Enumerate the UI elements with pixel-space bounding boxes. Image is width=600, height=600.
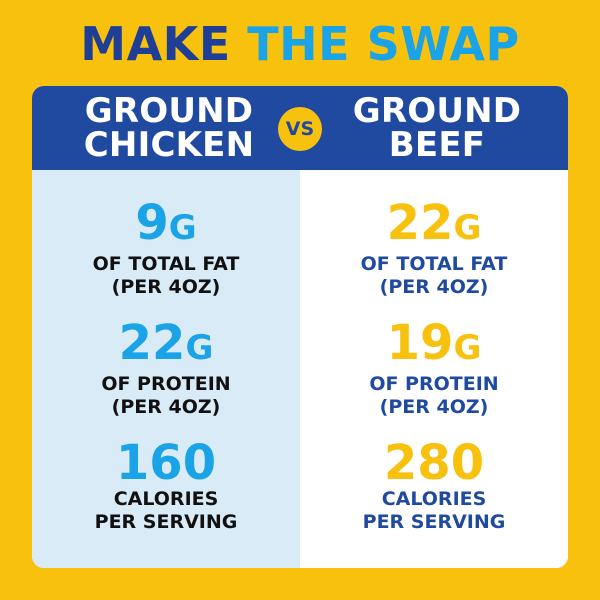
title-part-2: THE SWAP: [247, 17, 520, 71]
beef-fat-value: 22G: [386, 195, 482, 251]
vs-badge: VS: [278, 107, 322, 151]
chicken-protein-value: 22G: [118, 315, 214, 371]
chicken-protein-stat: 22G OF PROTEIN (PER 4OZ): [32, 318, 300, 419]
title-part-1: MAKE: [80, 17, 231, 71]
comparison-card: GROUND CHICKEN VS GROUND BEEF 9G OF TOTA…: [32, 86, 568, 568]
chicken-protein-label: OF PROTEIN: [101, 373, 231, 395]
beef-calories-stat: 280 CALORIES PER SERVING: [300, 438, 568, 534]
chicken-calories-label: CALORIES: [113, 488, 219, 510]
beef-protein-label: OF PROTEIN: [369, 373, 499, 395]
beef-protein-value: 19G: [386, 315, 482, 371]
beef-calories-value: 280: [383, 435, 485, 491]
chicken-calories-stat: 160 CALORIES PER SERVING: [32, 438, 300, 534]
chicken-protein-sublabel: (PER 4OZ): [111, 396, 221, 418]
chicken-fat-value: 9G: [135, 195, 197, 251]
beef-calories-sublabel: PER SERVING: [362, 511, 506, 533]
comparison-header: GROUND CHICKEN VS GROUND BEEF: [32, 86, 568, 170]
header-ground-beef: GROUND BEEF: [322, 94, 552, 164]
beef-fat-stat: 22G OF TOTAL FAT (PER 4OZ): [300, 198, 568, 299]
chicken-fat-label: OF TOTAL FAT: [92, 253, 240, 275]
beef-fat-sublabel: (PER 4OZ): [379, 276, 489, 298]
header-right-line-1: GROUND: [352, 91, 522, 131]
header-left-line-1: GROUND: [84, 91, 254, 131]
beef-fat-label: OF TOTAL FAT: [360, 253, 508, 275]
chicken-fat-stat: 9G OF TOTAL FAT (PER 4OZ): [32, 198, 300, 299]
chicken-fat-sublabel: (PER 4OZ): [111, 276, 221, 298]
beef-protein-sublabel: (PER 4OZ): [379, 396, 489, 418]
header-left-line-2: CHICKEN: [83, 125, 255, 165]
beef-column: 22G OF TOTAL FAT (PER 4OZ) 19G OF PROTEI…: [300, 170, 568, 568]
chicken-calories-value: 160: [115, 435, 217, 491]
chicken-calories-sublabel: PER SERVING: [94, 511, 238, 533]
header-ground-chicken: GROUND CHICKEN: [54, 94, 284, 164]
beef-calories-label: CALORIES: [381, 488, 487, 510]
page-title: MAKE THE SWAP: [0, 12, 600, 76]
header-right-line-2: BEEF: [388, 125, 486, 165]
chicken-column: 9G OF TOTAL FAT (PER 4OZ) 22G OF PROTEIN…: [32, 170, 300, 568]
beef-protein-stat: 19G OF PROTEIN (PER 4OZ): [300, 318, 568, 419]
